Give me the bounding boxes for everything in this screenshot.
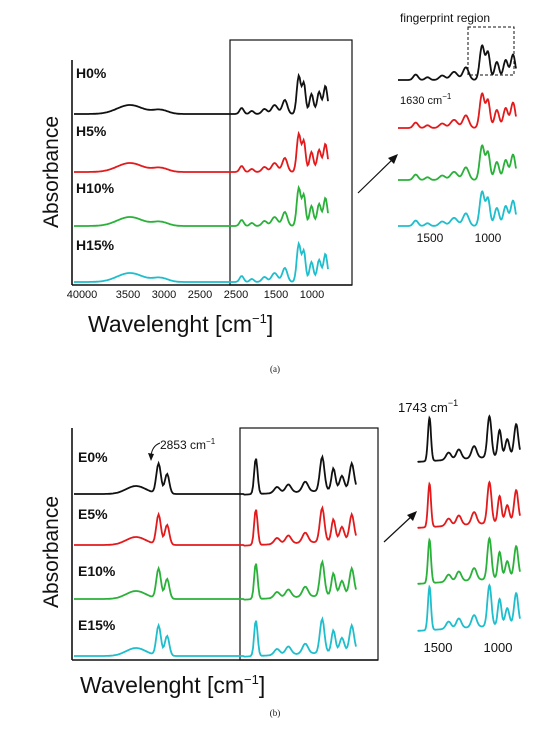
panel-b-zoom-box [239, 427, 379, 661]
panel-b-inset-annotation: 1743 cm−1 [398, 398, 458, 415]
x-tick-label: 1500 [264, 289, 288, 301]
panel-b: Absorbance Wavelenght [cm−1] E0% E5% E10… [40, 398, 521, 718]
spectrum-line-4 [74, 616, 357, 658]
x-tick-label: 2500 [224, 289, 248, 301]
panel-a-y-label: Absorbance [40, 116, 63, 228]
spectrum-line-1 [74, 454, 357, 496]
series-label-h10: H10% [76, 180, 115, 196]
panel-a: Absorbance 40000 3500 3000 2500 2500 150… [40, 11, 517, 374]
series-label-e15: E15% [78, 617, 116, 633]
annotation-pointer-head [148, 453, 154, 461]
panel-a-inset-title: fingerprint region [400, 11, 490, 25]
spectrum-line-3 [74, 559, 357, 601]
spectrum-line-4 [74, 240, 329, 283]
x-tick-label: 1000 [300, 289, 324, 301]
panel-a-zoom-box [229, 39, 353, 286]
inset-spectrum-line-3 [398, 144, 517, 181]
spectrum-line-3 [74, 184, 329, 227]
inset-spectrum-line-4 [417, 583, 521, 632]
spectrum-line-2 [74, 130, 329, 173]
panel-b-caption: (b) [270, 708, 281, 718]
panel-b-annotation: 2853 cm−1 [160, 437, 216, 452]
panel-a-x-ticks: 40000 3500 3000 2500 2500 1500 1000 [67, 289, 325, 301]
inset-x-tick: 1000 [475, 231, 502, 245]
panel-a-x-label: Wavelenght [cm−1] [88, 311, 273, 337]
inset-x-tick: 1500 [424, 640, 453, 655]
series-label-e0: E0% [78, 449, 108, 465]
panel-b-y-label: Absorbance [40, 496, 63, 608]
inset-spectrum-line-1 [398, 44, 517, 81]
spectrum-line-2 [74, 505, 357, 547]
panel-a-arrow [357, 157, 395, 194]
panel-b-x-label: Wavelenght [cm−1] [80, 672, 265, 698]
series-label-e5: E5% [78, 506, 108, 522]
panel-b-arrow [383, 514, 414, 543]
inset-spectrum-line-4 [398, 190, 517, 227]
panel-a-caption: (a) [270, 364, 280, 374]
x-tick-label: 40000 [67, 289, 98, 301]
panel-a-spectra [74, 72, 329, 283]
panel-b-inset-spectra [417, 414, 521, 632]
panel-a-inset-spectra [398, 44, 517, 227]
series-label-h0: H0% [76, 65, 107, 81]
inset-spectrum-line-3 [417, 536, 521, 585]
panel-a-inset-annotation: 1630 cm−1 [400, 92, 452, 107]
x-tick-label: 2500 [188, 289, 212, 301]
panel-b-spectra [74, 454, 357, 658]
inset-x-tick: 1500 [417, 231, 444, 245]
x-tick-label: 3500 [116, 289, 140, 301]
series-label-h5: H5% [76, 123, 107, 139]
panel-a-arrow-head [388, 154, 398, 164]
fingerprint-region-box [467, 26, 515, 76]
series-label-h15: H15% [76, 237, 115, 253]
series-label-e10: E10% [78, 563, 116, 579]
inset-spectrum-line-1 [417, 414, 521, 463]
x-tick-label: 3000 [152, 289, 176, 301]
inset-spectrum-line-2 [417, 480, 521, 529]
inset-spectrum-line-2 [398, 92, 517, 129]
spectrum-line-1 [74, 72, 329, 115]
inset-x-tick: 1000 [484, 640, 513, 655]
panel-b-arrow-head [407, 511, 417, 521]
